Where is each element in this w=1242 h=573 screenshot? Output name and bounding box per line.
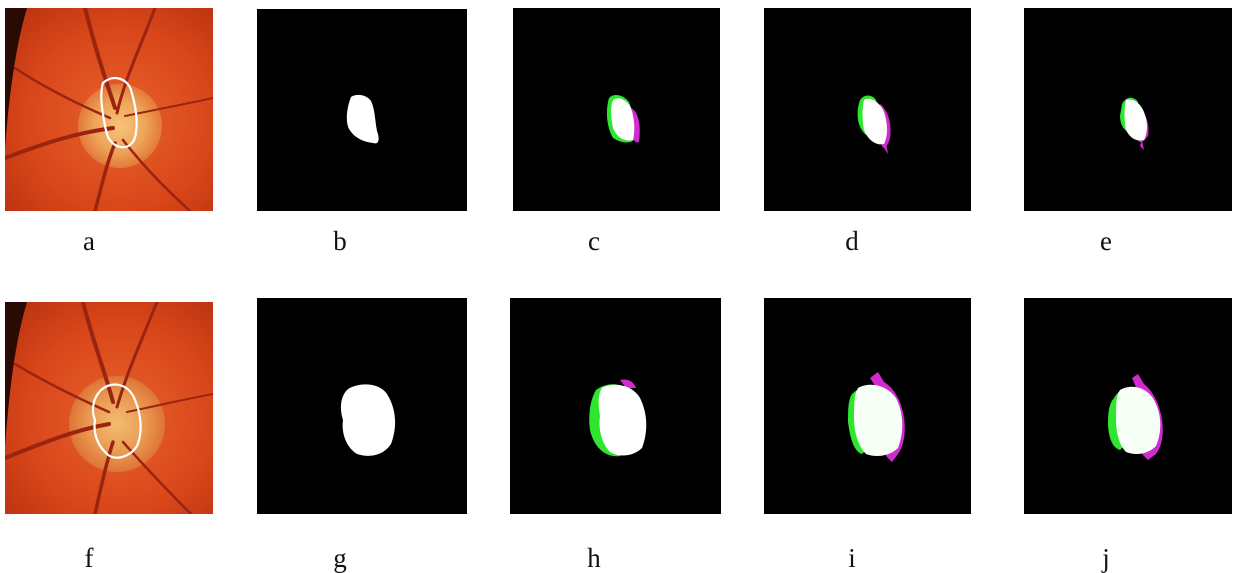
- caption-d: d: [845, 226, 859, 256]
- segmentation-result-c: [513, 8, 720, 211]
- caption-i: i: [848, 543, 856, 573]
- caption-b: b: [333, 226, 347, 256]
- segmentation-result-j: [1024, 298, 1232, 514]
- segmentation-result-e: [1024, 8, 1232, 211]
- caption-a: a: [83, 226, 95, 256]
- ground-truth-mask-b: [257, 9, 467, 211]
- fundus-image-a: [5, 8, 213, 211]
- disc-outline: [91, 383, 142, 459]
- caption-f: f: [84, 543, 94, 573]
- caption-j: j: [1102, 543, 1110, 573]
- segmentation-result-d: [764, 8, 971, 211]
- disc-outline: [100, 77, 138, 149]
- caption-g: g: [333, 543, 347, 573]
- caption-c: c: [588, 226, 600, 256]
- fundus-image-f: [5, 302, 213, 514]
- ground-truth-mask-g: [257, 298, 467, 514]
- caption-e: e: [1100, 226, 1112, 256]
- segmentation-result-h: [510, 298, 721, 514]
- segmentation-result-i: [764, 298, 971, 514]
- caption-h: h: [587, 543, 601, 573]
